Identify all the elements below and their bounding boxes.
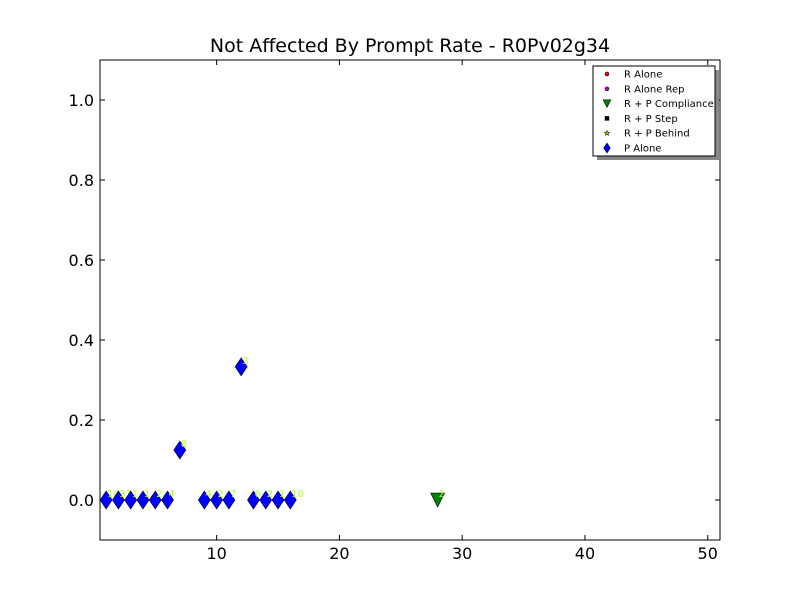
data-point <box>124 490 138 510</box>
data-point-label: 2 <box>218 489 224 500</box>
data-point <box>247 490 260 510</box>
x-tick-label: 50 <box>698 544 718 563</box>
data-point-label: 8 <box>181 439 187 450</box>
data-point <box>197 490 211 510</box>
data-point-label: 7 <box>230 489 236 500</box>
data-point <box>271 490 285 510</box>
data-point-label: 3 <box>242 356 248 367</box>
legend-entry: R Alone <box>624 70 662 81</box>
axis-ticks: 10 20 30 40 50 0.0 0.2 0.4 0.6 0.8 1.0 <box>69 60 720 563</box>
data-point-label: 1 <box>279 489 285 500</box>
legend-entry: P Alone <box>624 144 661 155</box>
data-point <box>99 490 113 510</box>
chart-title: Not Affected By Prompt Rate - R0Pv02g34 <box>210 35 610 57</box>
data-point <box>112 490 125 510</box>
data-point-label: 6 <box>254 489 260 500</box>
legend-marker <box>604 86 610 92</box>
y-tick-label: 0.2 <box>69 411 94 430</box>
x-tick-label: 30 <box>452 544 472 563</box>
data-point <box>161 490 174 510</box>
legend-marker <box>604 116 610 121</box>
y-tick-label: 0.0 <box>69 491 94 510</box>
data-point <box>283 490 297 510</box>
data-point <box>173 440 187 460</box>
legend-marker <box>603 142 611 154</box>
legend-entry: R + P Step <box>624 114 678 125</box>
data-point-label: 31 <box>119 489 132 500</box>
legend-entry: R + P Compliance <box>624 99 714 110</box>
data-point-label: 4 <box>205 489 211 500</box>
data-point-label: 2 <box>267 489 273 500</box>
data-point-label: 1 <box>144 489 150 500</box>
legend: R Alone R Alone Rep R + P Compliance R + P … <box>592 65 719 160</box>
legend-entry: R Alone Rep <box>624 84 685 95</box>
data-point-label: 4 <box>169 489 175 500</box>
data-point <box>148 490 162 510</box>
legend-marker <box>604 71 610 77</box>
y-tick-label: 1.0 <box>69 91 94 110</box>
data-points: 216 31 1 1 2 484 2 736 2 1 10 <box>99 356 446 510</box>
legend-box <box>592 65 716 157</box>
data-point-label: 2 <box>156 489 162 500</box>
x-tick-label: 40 <box>575 544 595 563</box>
data-point-label: 10 <box>291 489 304 500</box>
y-tick-label: 0.6 <box>69 251 94 270</box>
data-point-label: 16 <box>107 489 120 500</box>
legend-marker <box>602 99 612 109</box>
x-tick-label: 20 <box>329 544 349 563</box>
data-point <box>136 490 150 510</box>
data-point-label: 2 <box>439 489 445 500</box>
y-tick-label: 0.8 <box>69 171 94 190</box>
data-point <box>234 357 248 377</box>
data-point <box>222 490 236 510</box>
data-point <box>210 490 223 510</box>
data-point <box>259 490 273 510</box>
legend-marker <box>603 129 611 136</box>
legend-entry: R + P Behind <box>624 129 690 140</box>
x-tick-label: 10 <box>206 544 226 563</box>
y-tick-label: 0.4 <box>69 331 94 350</box>
data-point-label: 1 <box>132 489 138 500</box>
data-point <box>430 492 446 508</box>
